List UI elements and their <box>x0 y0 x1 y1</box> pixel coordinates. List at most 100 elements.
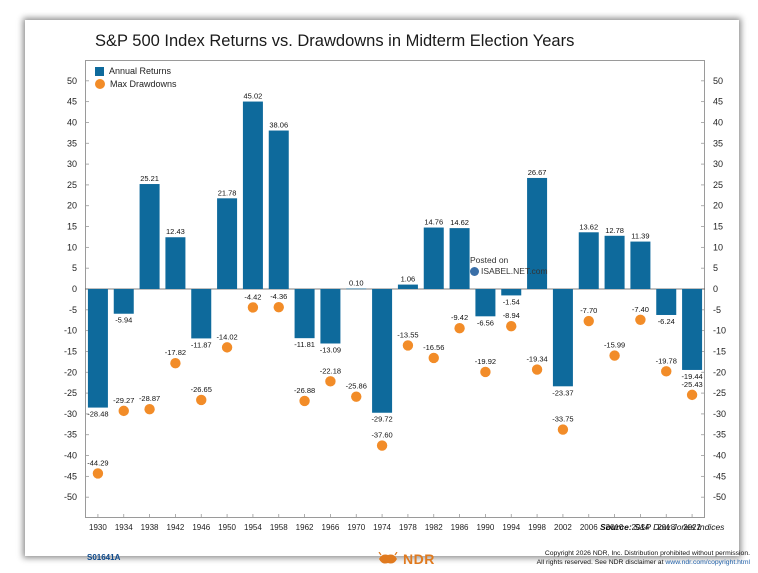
drawdown-data-label: -8.94 <box>503 311 520 320</box>
return-bar <box>320 289 341 344</box>
return-bar <box>268 130 289 289</box>
x-tick-label: 2006 <box>580 523 598 532</box>
drawdown-point <box>247 302 259 313</box>
y-tick-label-right: -5 <box>713 305 721 315</box>
return-data-label: 1.06 <box>401 275 416 284</box>
return-data-label: 14.62 <box>450 218 469 227</box>
legend-returns-label: Annual Returns <box>109 66 172 76</box>
x-tick-label: 1994 <box>502 523 520 532</box>
return-bar <box>346 288 367 290</box>
x-tick-label: 1978 <box>399 523 417 532</box>
drawdown-data-label: -15.99 <box>604 341 625 350</box>
drawdown-data-label: -17.82 <box>165 348 186 357</box>
x-tick-label: 2010 <box>606 523 624 532</box>
drawdown-point <box>454 323 465 334</box>
y-tick-label-right: 50 <box>713 76 723 86</box>
return-bar <box>656 289 677 315</box>
drawdown-point <box>144 404 155 415</box>
return-data-label: -19.44 <box>681 372 702 381</box>
drawdown-data-label: -28.87 <box>139 394 160 403</box>
drawdown-data-label: -44.29 <box>87 458 108 467</box>
legend-dot-swatch <box>95 79 105 89</box>
y-tick-label-right: 5 <box>713 263 718 273</box>
y-tick-label-left: -25 <box>64 388 77 398</box>
return-bar <box>475 289 496 317</box>
return-bar <box>682 289 703 370</box>
drawdown-point <box>299 395 310 407</box>
y-tick-label-right: 30 <box>713 159 723 169</box>
y-tick-label-left: -50 <box>64 492 77 502</box>
return-data-label: -6.24 <box>658 317 675 326</box>
x-tick-label: 2018 <box>657 523 675 532</box>
y-tick-label-left: -45 <box>64 471 77 481</box>
y-tick-label-left: 10 <box>67 242 77 252</box>
x-tick-label: 1942 <box>167 523 185 532</box>
y-tick-label-left: -10 <box>64 326 77 336</box>
return-data-label: 38.06 <box>269 121 288 130</box>
y-tick-label-left: 30 <box>67 159 77 169</box>
drawdown-data-label: -19.78 <box>656 356 677 365</box>
y-tick-label-left: 0 <box>72 284 77 294</box>
copyright-link[interactable]: www.ndr.com/copyright.html <box>665 559 750 566</box>
return-data-label: 12.78 <box>605 226 624 235</box>
drawdown-data-label: -14.02 <box>216 332 237 341</box>
return-bar <box>449 228 470 289</box>
return-data-label: -11.87 <box>191 340 212 349</box>
x-tick-label: 1938 <box>141 523 159 532</box>
return-bar <box>578 232 599 289</box>
y-tick-label-left: 45 <box>67 97 77 107</box>
y-tick-label-left: 25 <box>67 180 77 190</box>
drawdown-point <box>221 342 233 353</box>
return-bar <box>397 284 418 289</box>
watermark: Posted on ISABEL.NET.com <box>470 255 548 277</box>
drawdown-data-label: -25.86 <box>346 382 367 391</box>
y-tick-label-left: -40 <box>64 451 77 461</box>
y-tick-label-right: -45 <box>713 471 726 481</box>
drawdown-point <box>531 364 543 375</box>
drawdown-point <box>583 315 594 327</box>
x-tick-label: 1966 <box>322 523 340 532</box>
y-tick-label-left: 20 <box>67 201 77 211</box>
y-tick-label-right: 45 <box>713 97 723 107</box>
x-tick-label: 1958 <box>270 523 288 532</box>
copyright-line1: Copyright 2026 NDR, Inc. Distribution pr… <box>544 550 750 557</box>
return-data-label: -5.94 <box>115 316 132 325</box>
drawdown-data-label: -9.42 <box>451 313 468 322</box>
drawdown-data-label: -25.43 <box>681 380 702 389</box>
drawdown-data-label: -4.42 <box>244 292 261 301</box>
x-tick-label: 1934 <box>115 523 133 532</box>
document-id: S01641A <box>87 553 121 562</box>
copyright-line2: All rights reserved. See NDR disclaimer … <box>536 559 664 566</box>
return-data-label: -23.37 <box>552 388 573 397</box>
watermark-line2: ISABEL.NET.com <box>481 266 548 276</box>
legend-bar-swatch <box>95 66 104 76</box>
return-data-label: 11.39 <box>631 232 649 241</box>
y-tick-label-left: -20 <box>64 367 77 377</box>
drawdown-data-label: -37.60 <box>371 431 392 440</box>
return-bar <box>372 289 393 413</box>
return-bar <box>423 227 444 289</box>
y-tick-label-left: 40 <box>67 117 77 127</box>
x-tick-label: 1986 <box>451 523 469 532</box>
drawdown-data-label: -33.75 <box>552 415 573 424</box>
x-tick-label: 1998 <box>528 523 546 532</box>
report-page: S&P 500 Index Returns vs. Drawdowns in M… <box>25 20 750 567</box>
drawdown-data-label: -26.88 <box>294 386 315 395</box>
return-data-label: -11.81 <box>294 340 315 349</box>
drawdown-data-label: -7.40 <box>632 305 649 314</box>
drawdown-point <box>506 321 517 332</box>
copyright-notice: Copyright 2026 NDR, Inc. Distribution pr… <box>485 549 750 567</box>
x-tick-label: 1962 <box>296 523 314 532</box>
return-bar <box>294 289 315 339</box>
drawdown-data-label: -19.92 <box>475 357 496 366</box>
drawdown-point <box>402 340 414 351</box>
return-data-label: 14.76 <box>424 218 443 227</box>
y-tick-label-right: -10 <box>713 326 726 336</box>
y-tick-label-right: -20 <box>713 367 726 377</box>
drawdown-point <box>273 301 284 313</box>
x-tick-label: 2014 <box>632 523 650 532</box>
drawdown-data-label: -22.18 <box>320 366 341 375</box>
drawdown-data-label: -29.27 <box>113 396 134 405</box>
x-tick-label: 1950 <box>218 523 236 532</box>
